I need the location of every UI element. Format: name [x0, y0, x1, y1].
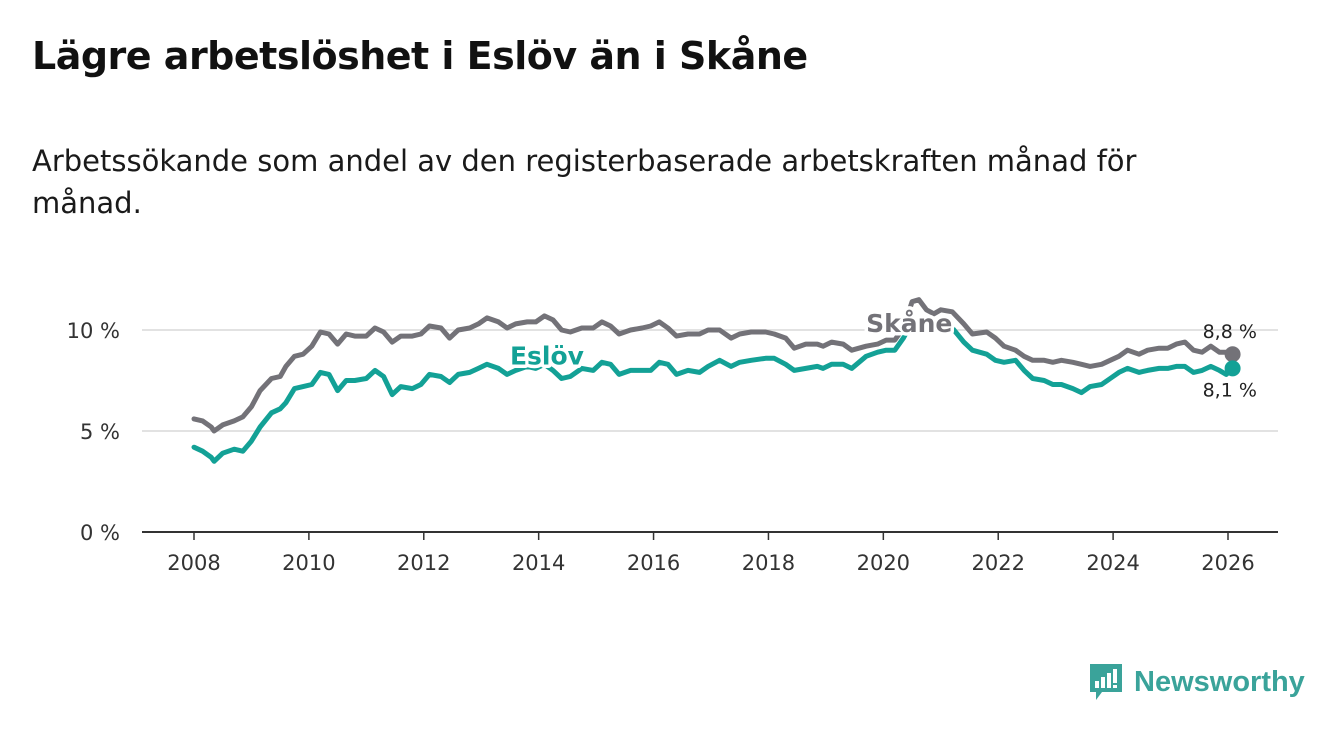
y-axis: 0 % 5 % 10 %	[67, 319, 120, 545]
chart-title: Lägre arbetslöshet i Eslöv än i Skåne	[32, 34, 808, 78]
end-point-eslov	[1224, 360, 1241, 377]
brand-name: Newsworthy	[1134, 665, 1305, 698]
brand-logo: Newsworthy	[1088, 660, 1305, 704]
series-line-eslov	[191, 317, 1236, 464]
x-tick-label: 2020	[857, 551, 910, 575]
x-axis: 2008 2010 2012 2014 2016 2018 2020 2022 2024 2026	[142, 531, 1278, 575]
x-tick-label: 2022	[971, 551, 1024, 575]
series-labels: 8,8 % 8,1 % Skåne Eslöv	[506, 306, 1257, 402]
newsworthy-logo-icon	[1090, 664, 1122, 700]
end-value-label-eslov: 8,1 %	[1203, 379, 1257, 401]
x-tick-label: 2016	[627, 551, 680, 575]
x-tick-label: 2018	[742, 551, 795, 575]
x-tick-label: 2026	[1201, 551, 1254, 575]
chart-subtitle: Arbetssökande som andel av den registerb…	[32, 144, 1137, 220]
x-tick-label: 2008	[167, 551, 220, 575]
x-tick-label: 2010	[282, 551, 335, 575]
x-tick-label: 2024	[1086, 551, 1139, 575]
series-lines	[191, 297, 1241, 464]
end-point-skane	[1224, 346, 1241, 363]
series-line-skane	[191, 297, 1236, 434]
series-label-skane: Skåne	[866, 309, 952, 338]
series-label-eslov: Eslöv	[510, 341, 584, 370]
x-tick-label: 2014	[512, 551, 565, 575]
y-tick-label: 10 %	[67, 319, 120, 343]
y-tick-label: 5 %	[80, 420, 120, 444]
end-value-label-skane: 8,8 %	[1203, 321, 1257, 343]
x-tick-label: 2012	[397, 551, 450, 575]
y-tick-label: 0 %	[80, 521, 120, 545]
